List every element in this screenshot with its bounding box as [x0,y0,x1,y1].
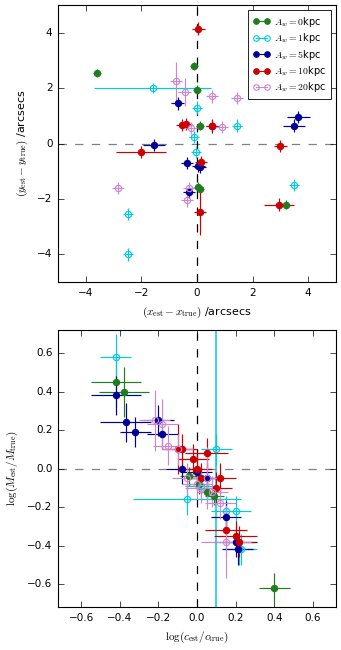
Y-axis label: $\log(M_{\mathrm{est}}/M_{\mathrm{true}})$: $\log(M_{\mathrm{est}}/M_{\mathrm{true}}… [5,431,20,506]
Legend: $A_w=0$kpc, $A_w=1$kpc, $A_w=5$kpc, $A_w=10$kpc, $A_w=20$kpc: $A_w=0$kpc, $A_w=1$kpc, $A_w=5$kpc, $A_w… [248,10,331,99]
X-axis label: $\log(c_{\mathrm{est}}/c_{\mathrm{true}})$: $\log(c_{\mathrm{est}}/c_{\mathrm{true}}… [165,630,229,645]
Y-axis label: $(y_{\mathrm{est}}-y_{\mathrm{true}})$ /arcsecs: $(y_{\mathrm{est}}-y_{\mathrm{true}})$ /… [15,90,30,198]
X-axis label: $(x_{\mathrm{est}}-x_{\mathrm{true}})$ /arcsecs: $(x_{\mathrm{est}}-x_{\mathrm{true}})$ /… [142,305,252,320]
